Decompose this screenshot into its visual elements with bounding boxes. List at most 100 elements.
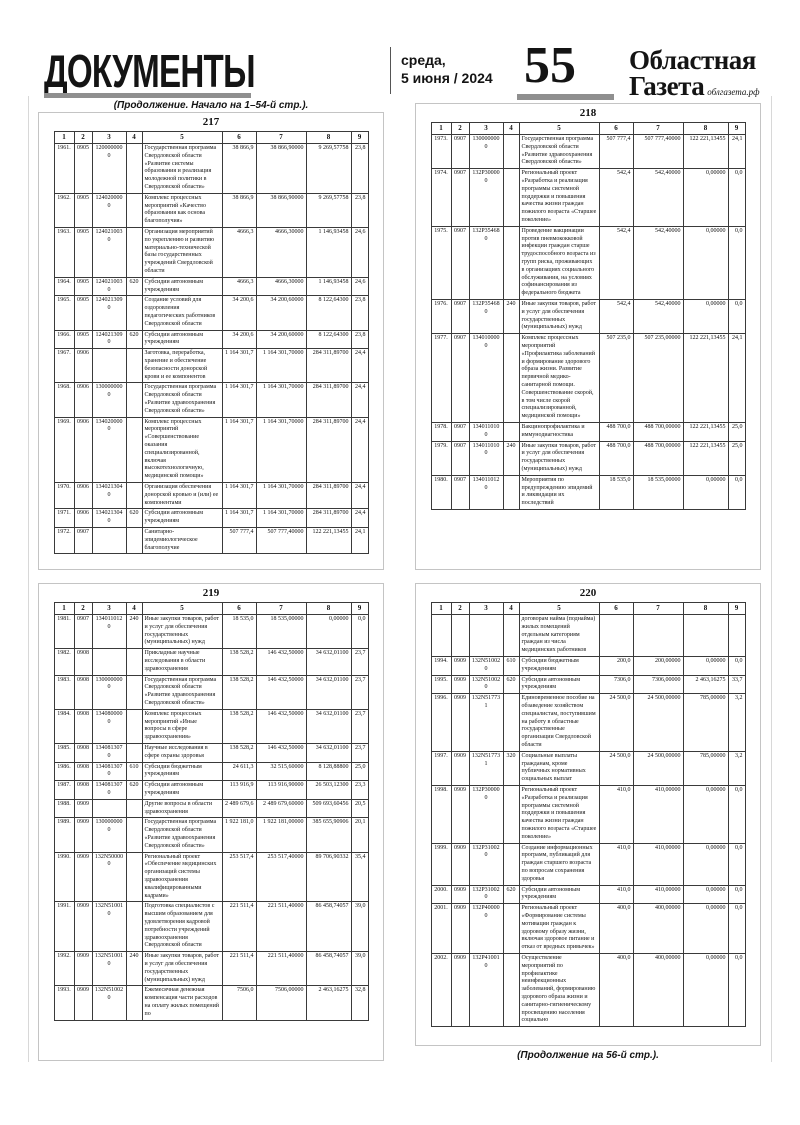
- cell: 7306,0: [598, 674, 634, 695]
- cell: 0909: [73, 817, 93, 853]
- table-row: 1967. 0906 Заготовка, переработка, хранени…: [53, 348, 369, 384]
- cell: 0905: [73, 295, 93, 331]
- cell: 9 269,57758: [305, 143, 352, 194]
- cell: [502, 842, 520, 886]
- cell: 0906: [73, 416, 93, 483]
- cell: [125, 648, 143, 676]
- cell: договорам найма (поднайма) жилых помещен…: [518, 614, 600, 658]
- cell: 38 866,9: [221, 143, 257, 194]
- cell: 0909: [450, 884, 470, 905]
- cell: 1981.: [53, 614, 75, 650]
- cell: 385 655,90906: [305, 817, 352, 853]
- cell: [125, 481, 143, 510]
- cell: 488 700,0: [598, 440, 634, 476]
- table-number: 218: [579, 107, 597, 119]
- cell: 1995.: [430, 674, 452, 695]
- cell: 1972.: [53, 526, 75, 555]
- cell: 0,00000: [682, 656, 729, 676]
- cell: 0,0: [727, 656, 746, 676]
- table-row: 1961. 0905 1200000000 Государственная прогр…: [53, 143, 369, 194]
- cell: 1 164 301,7: [221, 481, 257, 510]
- cell: 253 517,4: [221, 851, 257, 903]
- cell: 400,0: [598, 903, 634, 954]
- cell: 24,4: [350, 416, 369, 483]
- table-block-219: 219 1 2 3 4 5 6 7 8 9 1981. 0907 1340110120 240 Иные …: [38, 583, 384, 1061]
- cell: 33,7: [727, 674, 746, 695]
- cell: [502, 952, 520, 1028]
- cell: [598, 614, 634, 658]
- cell: Субсидии автономным учреждениям: [141, 329, 223, 350]
- cell: 1982.: [53, 648, 75, 676]
- cell: 0906: [73, 348, 93, 384]
- cell: 1300000000: [91, 382, 127, 418]
- column-header: 2: [450, 601, 470, 616]
- cell: 507 777,4: [221, 526, 257, 555]
- cell: 0,0: [727, 903, 746, 954]
- cell: 4666,30000: [255, 227, 307, 278]
- table-row: 1983. 0908 1300000000 Государственная прогр…: [53, 674, 369, 710]
- table-row: 1976. 0907 132P354680 240 Иные закупки товар…: [430, 299, 746, 335]
- cell: 0909: [73, 951, 93, 987]
- column-header: 5: [141, 130, 223, 145]
- cell: 23,8: [350, 295, 369, 331]
- cell: 0905: [73, 276, 93, 297]
- cell: 284 311,89700: [305, 348, 352, 384]
- title-underline: [44, 93, 251, 98]
- cell: 132P410010: [468, 952, 504, 1028]
- cell: 240: [125, 951, 143, 987]
- cell: 8 122,64300: [305, 329, 352, 350]
- cell: 24,4: [350, 348, 369, 384]
- cell: Государственная программа Свердловской о…: [141, 382, 223, 418]
- cell: 1975.: [430, 225, 452, 301]
- cell: 0,0: [727, 884, 746, 905]
- cell: Субсидии бюджетным учреждениям: [141, 761, 223, 782]
- cell: 1977.: [430, 333, 452, 423]
- table-row: 1988. 0909 Другие вопросы в области здраво…: [53, 798, 369, 819]
- cell: 0908: [73, 674, 93, 710]
- table-row: 1993. 0909 132N510020 Ежемесячная денежная …: [53, 985, 369, 1021]
- cell: 507 235,00000: [632, 333, 684, 423]
- cell: 122 221,13455: [305, 526, 352, 555]
- column-header: 7: [632, 121, 684, 136]
- cell: 24,1: [727, 134, 746, 170]
- cell: 1340110100: [468, 421, 504, 442]
- table-number: 220: [579, 587, 597, 599]
- cell: 132P400000: [468, 903, 504, 954]
- cell: 2 489 679,6: [221, 798, 257, 819]
- cell: 0905: [73, 143, 93, 194]
- cell: 1970.: [53, 481, 75, 510]
- cell: [502, 134, 520, 170]
- cell: 1978.: [430, 421, 452, 442]
- cell: 0907: [450, 421, 470, 442]
- cell: 542,40000: [632, 299, 684, 335]
- cell: 24,6: [350, 227, 369, 278]
- cell: 0905: [73, 192, 93, 229]
- column-header: 9: [727, 601, 746, 616]
- cell: 400,00000: [632, 903, 684, 954]
- cell: 23,7: [350, 674, 369, 710]
- cell: 23,8: [350, 143, 369, 194]
- newspaper-logo-line2: Газета облгазета.рф: [629, 70, 760, 101]
- cell: 620: [502, 884, 520, 905]
- cell: 1 164 301,70000: [255, 481, 307, 510]
- newspaper-site: облгазета.рф: [707, 86, 760, 97]
- table-row: 1974. 0907 132P300000 Региональный проект «…: [430, 168, 746, 227]
- cell: 18 535,0: [598, 474, 634, 510]
- cell: 39,0: [350, 951, 369, 987]
- cell: Региональный проект «Разработка и реализ…: [518, 168, 600, 227]
- cell: 132N517731: [468, 750, 504, 787]
- cell: [502, 693, 520, 752]
- cell: 0,00000: [682, 952, 729, 1028]
- cell: 1 164 301,70000: [255, 416, 307, 483]
- cell: Субсидии автономным учреждениям: [518, 884, 600, 905]
- table-row: 1981. 0907 1340110120 240 Иные закупки товар…: [53, 614, 369, 650]
- table-row: 1975. 0907 132P354680 Проведение вакцинации…: [430, 225, 746, 301]
- cell: 8 128,88800: [305, 761, 352, 782]
- cell: 24,1: [350, 526, 369, 555]
- cell: 0909: [73, 985, 93, 1021]
- cell: 0907: [73, 526, 93, 555]
- cell: 32 515,60000: [255, 761, 307, 782]
- cell: 1966.: [53, 329, 75, 350]
- cell: 132N510020: [91, 985, 127, 1021]
